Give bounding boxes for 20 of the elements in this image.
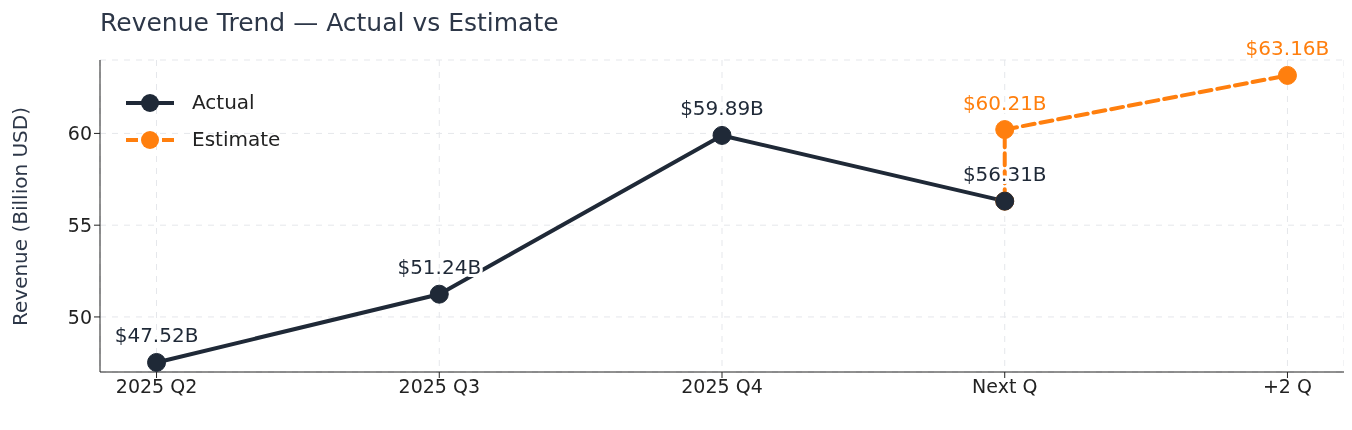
x-tick-label: 2025 Q3 (398, 375, 480, 398)
point (147, 352, 167, 372)
data-label: $63.16B (1245, 36, 1330, 61)
x-tick-label: +2 Q (1262, 375, 1312, 398)
data-label: $60.21B (962, 90, 1047, 115)
data-label: $59.89B (680, 96, 764, 121)
legend-label: Estimate (192, 126, 281, 153)
x-tick-label: 2025 Q4 (681, 375, 763, 398)
chart-title: Revenue Trend — Actual vs Estimate (100, 8, 559, 37)
legend-label: Actual (192, 89, 255, 116)
y-axis-title: Revenue (Billion USD) (8, 106, 33, 326)
y-tick-label: 50 (67, 305, 92, 328)
point (712, 125, 732, 145)
x-tick-label: 2025 Q2 (115, 375, 198, 398)
data-label: $51.24B (397, 255, 482, 280)
x-tick-label: Next Q (972, 375, 1038, 398)
data-label: $47.52B (114, 323, 199, 348)
y-tick-label: 60 (67, 122, 92, 145)
point (429, 284, 449, 304)
y-tick-label: 55 (67, 213, 92, 236)
